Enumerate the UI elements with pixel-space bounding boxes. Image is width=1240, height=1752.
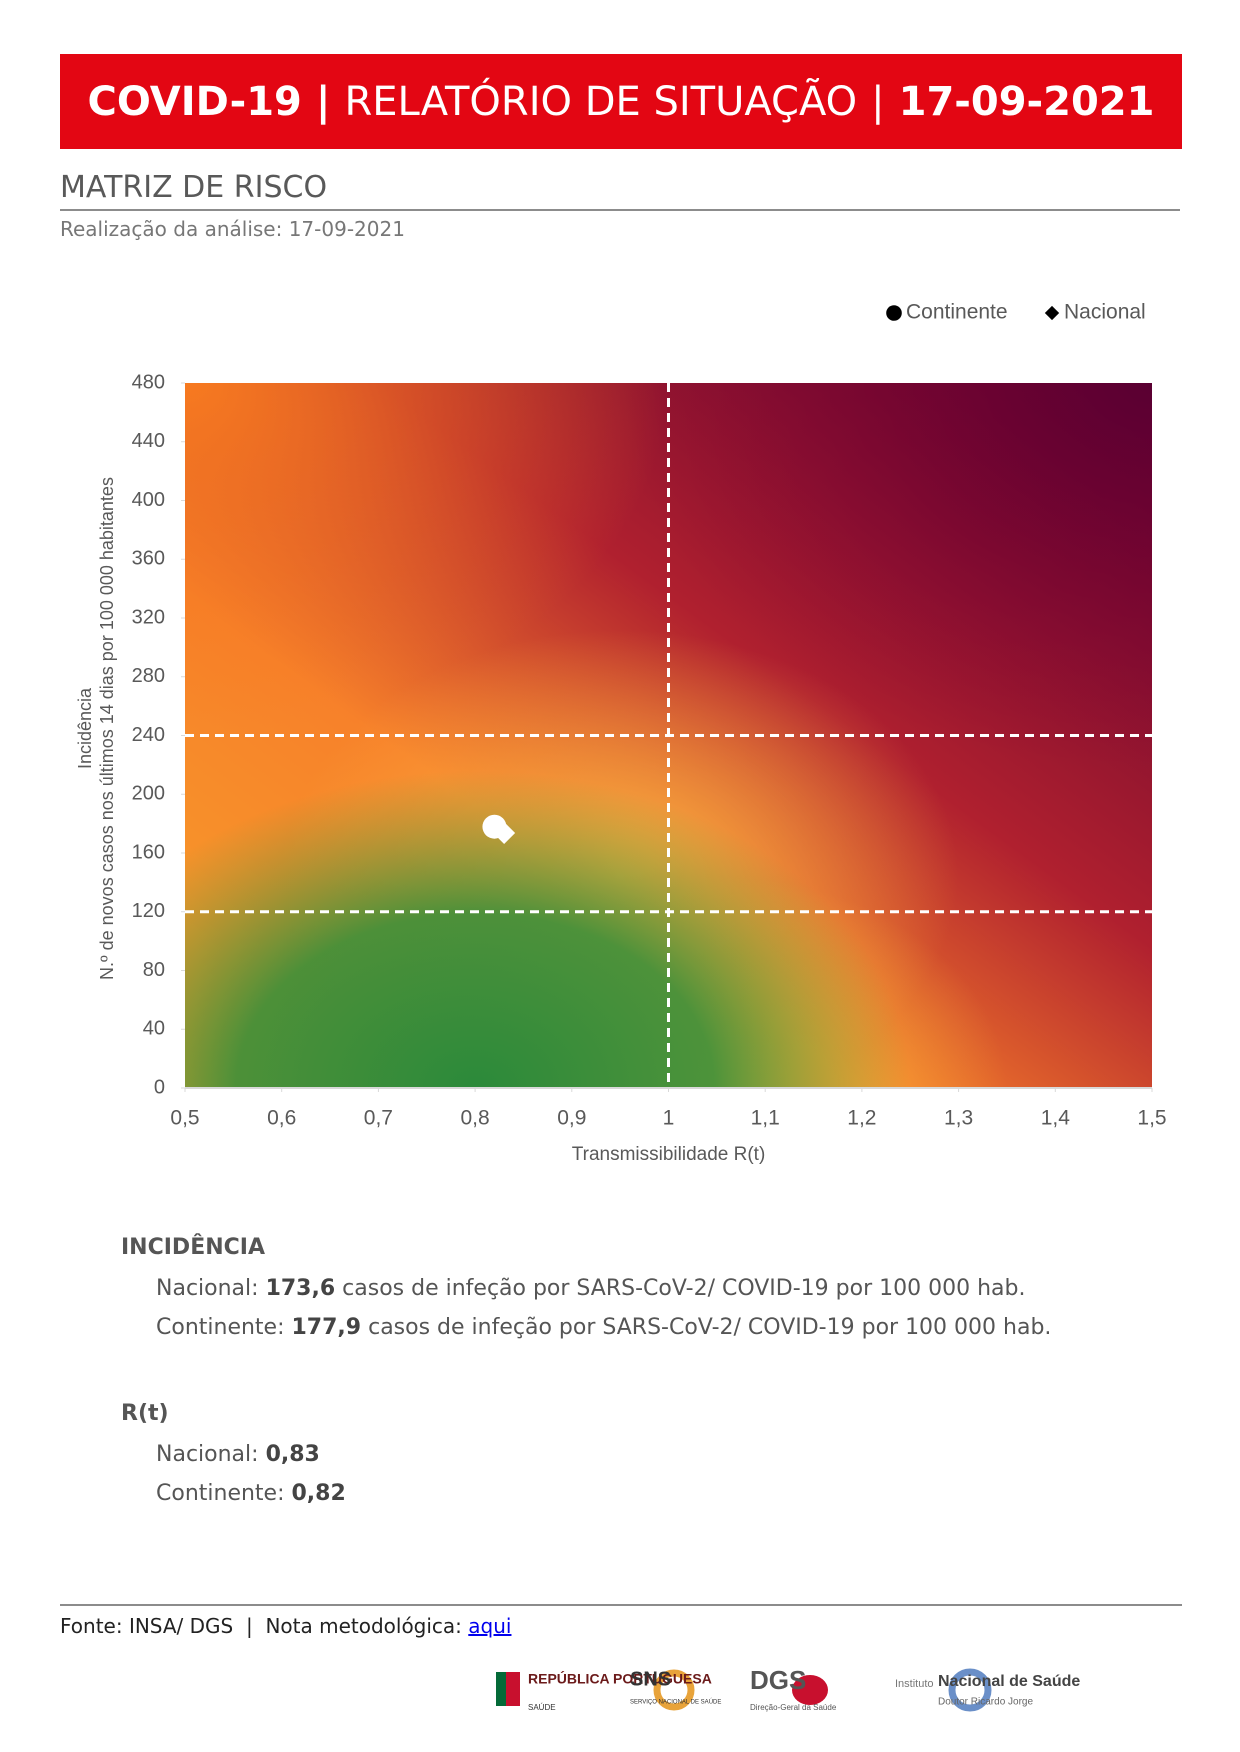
logo-text: Instituto [895, 1678, 934, 1690]
separator: | [315, 78, 331, 125]
x-tick-label: 0,7 [364, 1107, 393, 1130]
logo-text: REPÚBLICA PORTUGUESA [528, 1670, 712, 1687]
header-middle: RELATÓRIO DE SITUAÇÃO [344, 78, 858, 125]
x-tick-label: 0,8 [460, 1107, 489, 1130]
y-tick-label: 120 [132, 900, 165, 922]
y-tick-label: 160 [132, 841, 165, 863]
y-tick-label: 200 [132, 783, 165, 805]
rt-title: R(t) [121, 1401, 169, 1426]
y-tick-label: 360 [132, 548, 165, 570]
logo-text: Doutor Ricardo Jorge [938, 1697, 1033, 1708]
x-tick-label: 0,6 [267, 1107, 296, 1130]
legend-label: Nacional [1064, 301, 1146, 324]
y-tick-label: 0 [154, 1076, 165, 1098]
logo-text: Nacional de Saúde [938, 1673, 1080, 1690]
logo-text: SNS [630, 1668, 671, 1690]
row-name: Nacional: [156, 1442, 259, 1467]
row-name: Nacional: [156, 1276, 259, 1301]
row-text: casos de infeção por SARS-CoV-2/ COVID-1… [342, 1276, 1026, 1301]
x-tick-label: 1,5 [1137, 1107, 1166, 1130]
x-tick-label: 0,5 [170, 1107, 199, 1130]
y-tick-label: 480 [132, 371, 165, 393]
section-title: MATRIZ DE RISCO [60, 170, 1180, 211]
y-tick-label: 440 [132, 430, 165, 452]
separator: | [871, 78, 885, 125]
y-tick-label: 80 [143, 959, 165, 981]
y-tick-label: 320 [132, 606, 165, 628]
row-text: casos de infeção por SARS-CoV-2/ COVID-1… [368, 1315, 1052, 1340]
marker [493, 822, 516, 845]
y-tick-label: 240 [132, 724, 165, 746]
logo-shape [792, 1675, 828, 1705]
marker [886, 305, 902, 321]
header-date: 17-09-2021 [898, 78, 1155, 125]
row-value: 0,83 [265, 1442, 320, 1467]
legend-label: Continente [906, 301, 1008, 324]
logo-shape [948, 1668, 992, 1712]
y-axis-label: N.º de novos casos nos últimos 14 dias p… [97, 477, 117, 980]
source: Fonte: INSA/ DGS [60, 1614, 234, 1638]
row: Nacional: 173,6 casos de infeção por SAR… [156, 1276, 1051, 1301]
row-value: 177,9 [291, 1315, 362, 1340]
row: Continente: 0,82 [156, 1481, 346, 1506]
row: Nacional: 0,83 [156, 1442, 346, 1467]
y-axis-label: Incidência [75, 687, 95, 769]
incidence-list: Nacional: 173,6 casos de infeção por SAR… [156, 1276, 1051, 1354]
logo-shape [496, 1672, 506, 1706]
chart: 0 40 80 120 160 200 240 280 320 360 400 440 480 0,5 0,… [75, 301, 1167, 1165]
logo-text: DGS [750, 1665, 806, 1695]
row-value: 173,6 [265, 1276, 336, 1301]
separator: | [245, 1614, 253, 1638]
logo-text: Direção-Geral da Saúde [750, 1703, 837, 1712]
marker [1044, 305, 1060, 321]
x-tick-label: 1,4 [1041, 1107, 1071, 1130]
incidence-title: INCIDÊNCIA [121, 1235, 265, 1260]
x-tick-label: 1 [663, 1107, 675, 1130]
logos: REPÚBLICA PORTUGUESA SAÚDE SNS SERVIÇO NACI… [496, 1665, 1080, 1712]
y-tick-label: 400 [132, 489, 165, 511]
footer: Fonte: INSA/ DGS | Nota metodológica: aq… [60, 1604, 1182, 1638]
row-name: Continente: [156, 1315, 285, 1340]
logo-text: SERVIÇO NACIONAL DE SAÚDE [630, 1699, 721, 1706]
x-tick-label: 1,1 [751, 1107, 780, 1130]
y-tick-label: 280 [132, 665, 165, 687]
row-name: Continente: [156, 1481, 285, 1506]
y-tick-label: 40 [143, 1018, 165, 1040]
x-tick-label: 0,9 [557, 1107, 586, 1130]
rt-list: Nacional: 0,83 Continente: 0,82 [156, 1442, 346, 1520]
row-value: 0,82 [291, 1481, 346, 1506]
x-axis-label: Transmissibilidade R(t) [572, 1144, 766, 1165]
logo-shape [653, 1669, 695, 1711]
row: Continente: 177,9 casos de infeção por S… [156, 1315, 1051, 1340]
section-subtitle: Realização da análise: 17-09-2021 [60, 217, 405, 241]
note: Nota metodológica: [265, 1614, 462, 1638]
header-left: COVID-19 [87, 78, 302, 125]
x-tick-label: 1,2 [847, 1107, 876, 1130]
header: COVID-19 | RELATÓRIO DE SITUAÇÃO | 17-09… [60, 54, 1182, 149]
logo-text: SAÚDE [528, 1703, 556, 1712]
link[interactable]: aqui [468, 1614, 512, 1638]
x-tick-label: 1,3 [944, 1107, 973, 1130]
